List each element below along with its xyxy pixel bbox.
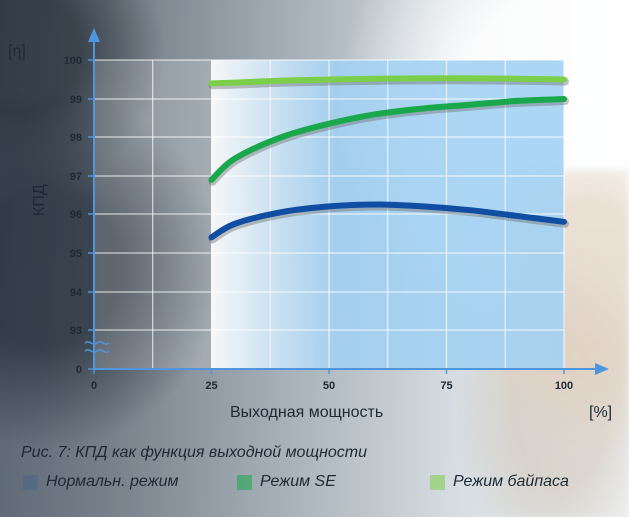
series-layer [208,75,569,244]
legend-swatch-bypass-mode [430,474,445,490]
y-tick-label: 98 [70,132,82,144]
x-tick-label: 25 [205,380,217,392]
y-tick-label: 95 [70,248,82,260]
x-axis-title: Выходная мощность [230,404,383,421]
x-axis-arrow [595,363,609,375]
axis-break-mark [84,349,110,353]
se-mode-line [208,96,567,183]
figure-caption: Рис. 7: КПД как функция выходной мощност… [21,444,367,461]
y-tick-label: 99 [70,94,82,106]
x-unit-label: [%] [589,404,612,421]
chart-legend: Нормальн. режим Режим SE Режим байпаса [23,470,613,494]
normal-mode-line [208,201,567,241]
legend-item-normal-mode: Нормальн. режим [23,470,178,494]
legend-swatch-normal-mode [23,474,38,490]
x-tick-label: 75 [440,380,452,392]
y-axis-title: КПД [31,184,48,216]
legend-label-se-mode: Режим SE [260,473,336,490]
y-unit-label: [η] [8,43,26,60]
legend-label-normal-mode: Нормальн. режим [46,473,179,490]
legend-item-bypass-mode: Режим байпаса [430,470,569,494]
legend-label-bypass-mode: Режим байпаса [453,473,569,490]
tick-layer: 0 25 50 75 100 0 93 94 95 96 97 98 99 100 [64,55,574,392]
y-tick-label: 100 [64,55,82,67]
x-tick-label: 100 [555,380,573,392]
x-tick-label: 50 [323,380,335,392]
y-tick-label: 97 [70,171,82,183]
legend-item-se-mode: Режим SE [237,470,336,494]
y-tick-label: 94 [70,287,83,299]
x-tick-label: 0 [91,380,97,392]
y-axis-arrow [88,28,100,42]
y-tick-label: 96 [70,209,82,221]
grid-layer [94,59,565,369]
y-tick-label: 0 [76,364,82,376]
legend-swatch-se-mode [237,474,252,490]
axis-break-mark [84,341,110,345]
bypass-mode-line [208,75,567,87]
y-tick-label: 93 [70,325,82,337]
